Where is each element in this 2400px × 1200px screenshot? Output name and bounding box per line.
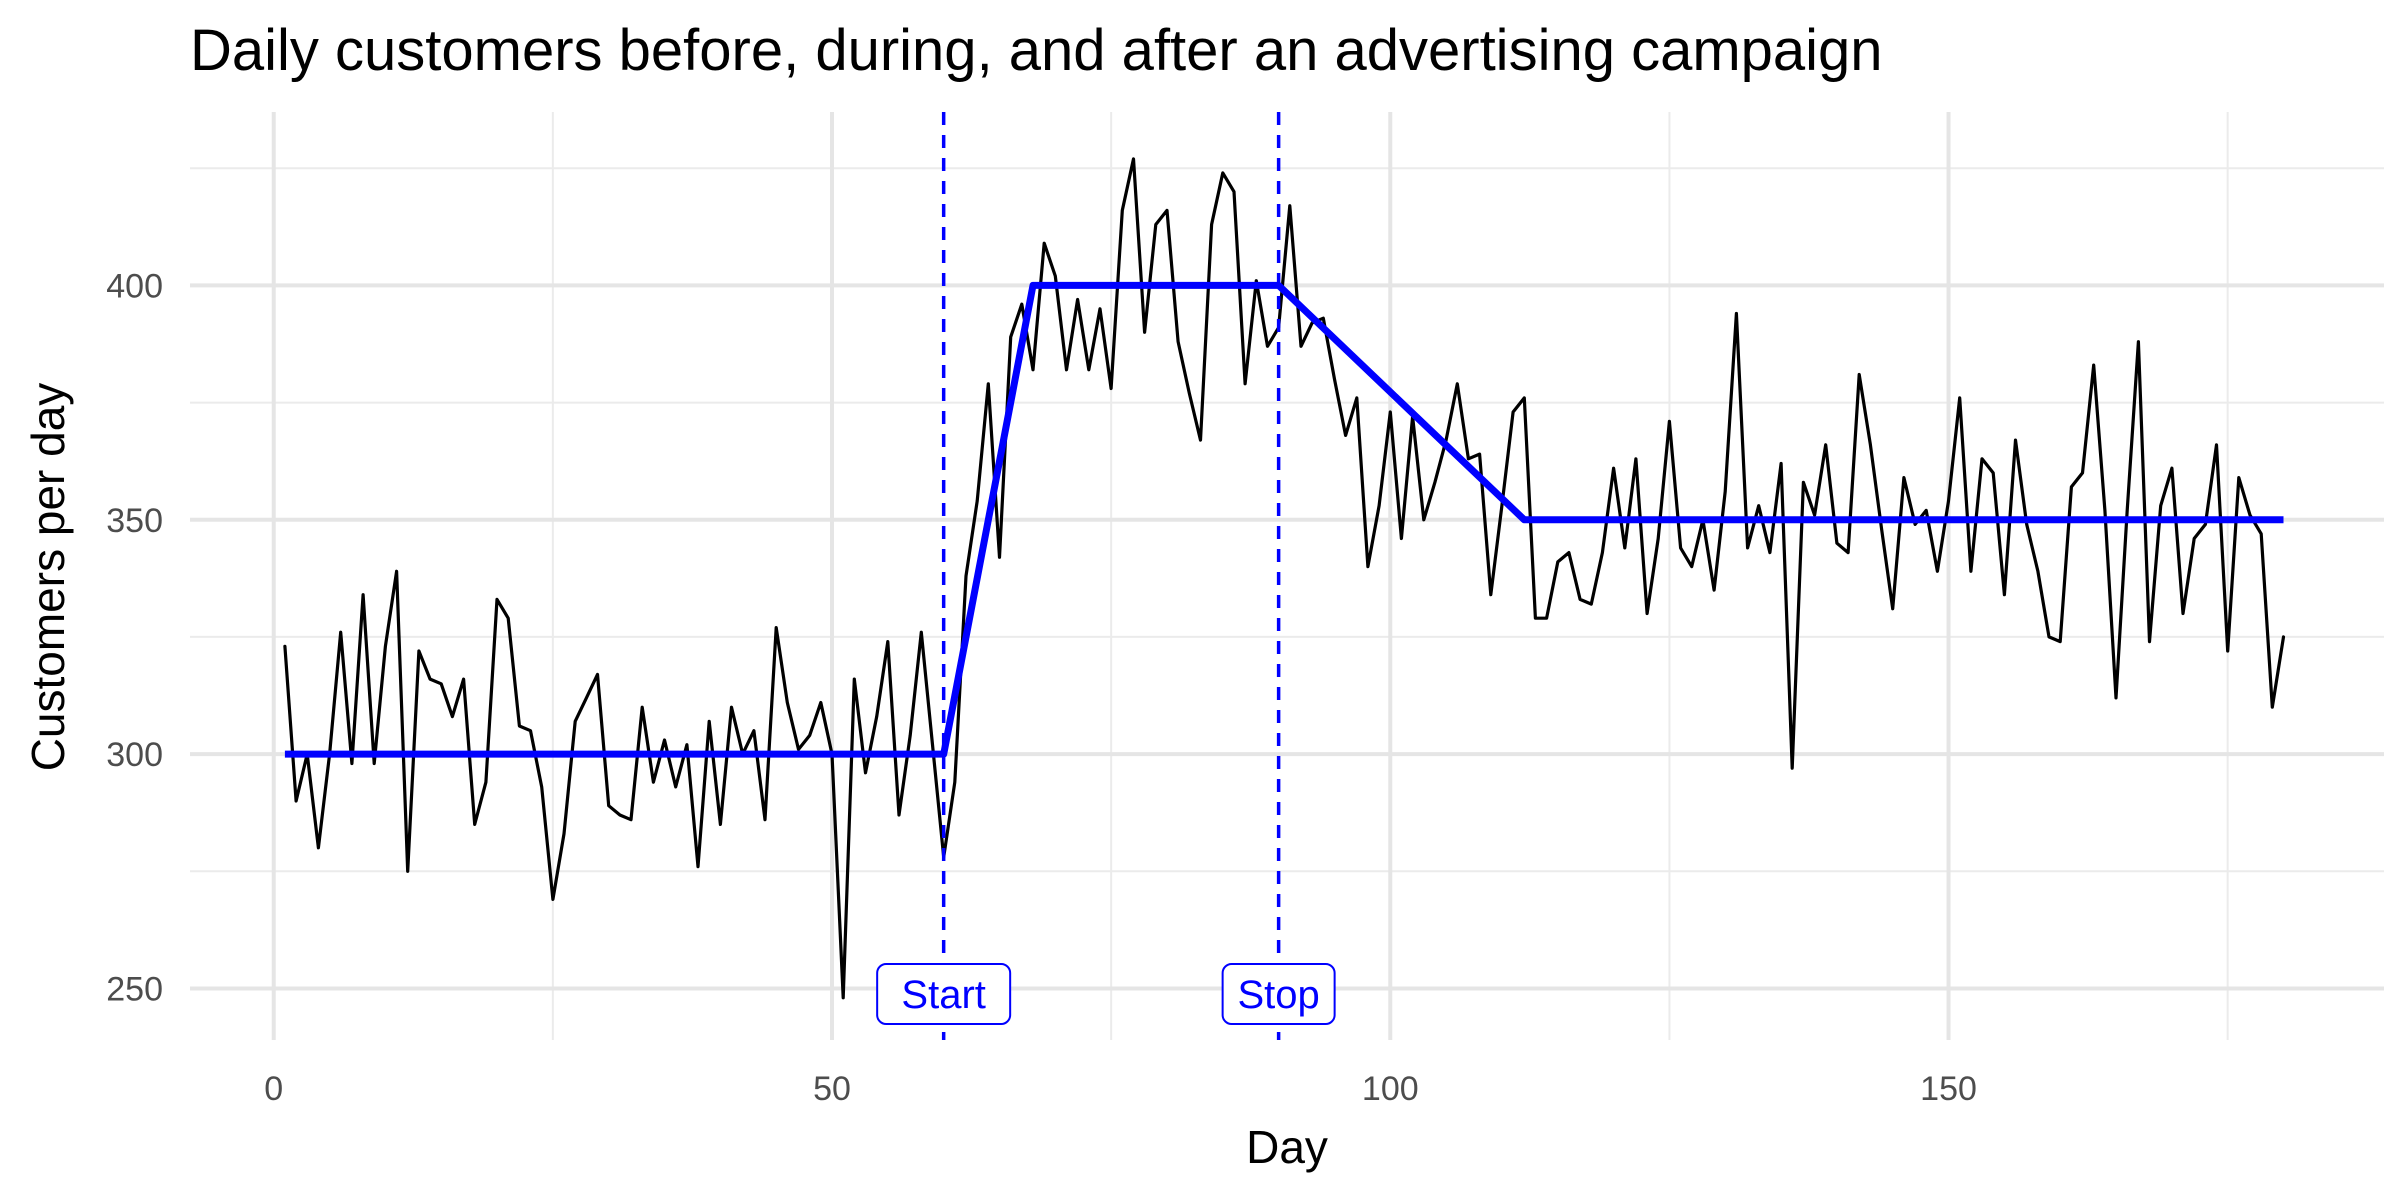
x-tick-label: 150 (1920, 1070, 1977, 1108)
x-axis-title: Day (1246, 1121, 1328, 1173)
grid-minor (190, 112, 2384, 1040)
x-tick-label: 0 (264, 1070, 283, 1108)
start-label: Start (901, 973, 985, 1017)
y-tick-label: 350 (106, 502, 163, 540)
y-tick-label: 250 (106, 970, 163, 1008)
daily-customers-line (283, 157, 2286, 1000)
stop-label-box (1221, 963, 1336, 1025)
y-tick-labels: 250 300 350 400 (106, 267, 163, 1008)
x-tick-labels: 0 50 100 150 (264, 1070, 1977, 1108)
y-tick-label: 400 (106, 267, 163, 305)
start-label-box (876, 963, 1012, 1025)
y-tick-label: 300 (106, 736, 163, 774)
stop-label: Stop (1237, 973, 1319, 1017)
fitted-trend-line (284, 281, 2284, 758)
chart-title: Daily customers before, during, and afte… (190, 18, 1883, 83)
y-axis-title: Customers per day (22, 383, 74, 772)
series-layer (283, 157, 2286, 1000)
x-tick-label: 100 (1362, 1070, 1419, 1108)
x-tick-label: 50 (813, 1070, 851, 1108)
annotation-layer: Start Stop (876, 112, 1336, 1040)
